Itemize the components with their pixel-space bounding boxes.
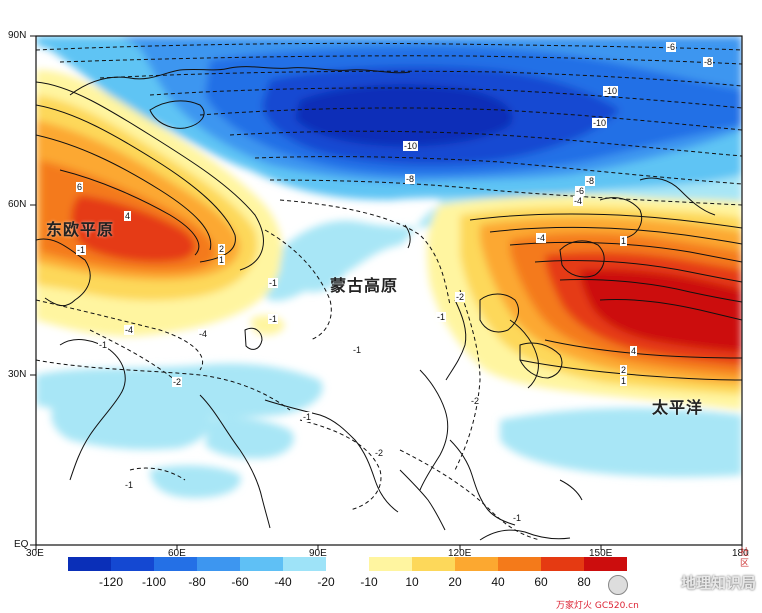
shading-layer xyxy=(36,36,742,498)
contour-label: -1 xyxy=(512,513,523,523)
contour-label: -4 xyxy=(198,329,209,339)
coastline-layer xyxy=(36,66,716,541)
colorbar-cell xyxy=(412,557,455,571)
lon-label-180: 180 xyxy=(732,548,749,559)
lat-label-30n: 30N xyxy=(8,369,27,380)
lon-label-60e: 60E xyxy=(168,548,186,559)
wechat-logo-icon xyxy=(608,575,628,595)
colorbar-tick: 40 xyxy=(491,575,505,589)
site-watermark: 万家灯火 GC520.cn xyxy=(556,601,639,611)
contour-label: -10 xyxy=(592,118,608,128)
colorbar-tick: 20 xyxy=(448,575,462,589)
colorbar-tick: -10 xyxy=(360,575,378,589)
contour-label: 1 xyxy=(620,236,628,246)
colorbar-tick: -80 xyxy=(188,575,206,589)
corner-badge: 社 区 xyxy=(740,548,750,569)
colorbar-cell xyxy=(197,557,240,571)
colorbar-cell xyxy=(326,557,369,571)
contour-label: -8 xyxy=(585,176,596,186)
contour-label: -1 xyxy=(352,345,363,355)
colorbar-tick: -100 xyxy=(141,575,167,589)
contour-label: 2 xyxy=(620,365,628,375)
contour-label: 1 xyxy=(218,255,226,265)
colorbar-cell xyxy=(111,557,154,571)
colorbar-cell xyxy=(541,557,584,571)
contour-label: -2 xyxy=(374,448,385,458)
contour-label: -2 xyxy=(172,377,183,387)
region-label-mongolian-plateau: 蒙古高原 xyxy=(330,276,399,295)
colorbar-cell xyxy=(283,557,326,571)
contour-label: -4 xyxy=(573,196,584,206)
contour-layer xyxy=(36,42,742,541)
contour-label: 6 xyxy=(76,182,84,192)
contour-label: -1 xyxy=(302,412,313,422)
contour-label: -6 xyxy=(575,186,586,196)
contour-label: -1 xyxy=(268,278,279,288)
colorbar-cell xyxy=(498,557,541,571)
contour-label: -1 xyxy=(98,340,109,350)
contour-label: -2 xyxy=(455,292,466,302)
lat-label-60n: 60N xyxy=(8,199,27,210)
contour-label: -8 xyxy=(405,174,416,184)
contour-label: 2 xyxy=(218,244,226,254)
lat-label-90n: 90N xyxy=(8,30,27,41)
contour-label: 4 xyxy=(630,346,638,356)
contour-label: 4 xyxy=(124,211,132,221)
contour-label: -2 xyxy=(470,396,481,406)
contour-label: -4 xyxy=(536,233,547,243)
colorbar-cell xyxy=(455,557,498,571)
colorbar-cell xyxy=(240,557,283,571)
contour-label: -10 xyxy=(603,86,619,96)
colorbar-tick: -60 xyxy=(231,575,249,589)
contour-label: -6 xyxy=(666,42,677,52)
contour-label: -1 xyxy=(124,480,135,490)
contour-label: 1 xyxy=(620,376,628,386)
contour-label: -4 xyxy=(124,325,135,335)
contour-label: -1 xyxy=(76,245,87,255)
colorbar-cell xyxy=(369,557,412,571)
axis-ticks xyxy=(30,35,743,550)
colorbar-cell xyxy=(68,557,111,571)
region-label-east-european-plain: 东欧平原 xyxy=(46,220,115,239)
contour-label: -1 xyxy=(268,314,279,324)
region-label-pacific-ocean: 太平洋 xyxy=(652,398,704,417)
map-frame xyxy=(35,35,743,546)
colorbar-tick: -40 xyxy=(274,575,292,589)
colorbar-tick: 80 xyxy=(577,575,591,589)
colorbar-tick: -120 xyxy=(98,575,124,589)
watermark-text: 地理知识局 xyxy=(680,574,756,592)
contour-label: -1 xyxy=(436,312,447,322)
colorbar-cell xyxy=(584,557,627,571)
colorbar-tick: 10 xyxy=(405,575,419,589)
lon-label-30e: 30E xyxy=(26,548,44,559)
lat-label-eq: EQ xyxy=(14,539,29,550)
colorbar-tick: 60 xyxy=(534,575,548,589)
contour-label: -10 xyxy=(403,141,419,151)
lon-label-120e: 120E xyxy=(448,548,472,559)
lon-label-90e: 90E xyxy=(309,548,327,559)
lon-label-150e: 150E xyxy=(589,548,613,559)
colorbar-tick: -20 xyxy=(317,575,335,589)
contour-label: -8 xyxy=(703,57,714,67)
colorbar-cell xyxy=(154,557,197,571)
